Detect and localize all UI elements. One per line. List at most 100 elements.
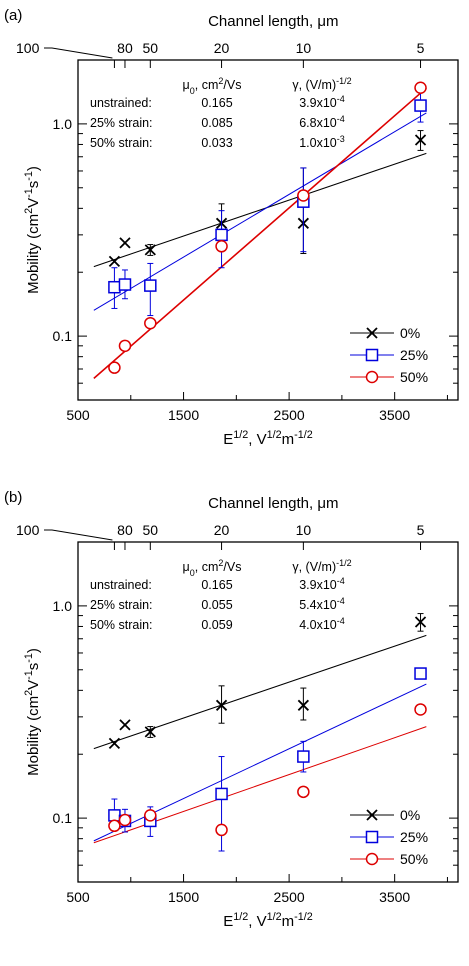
x-axis-label-part: E	[223, 431, 233, 448]
fit-line-50pct	[93, 726, 427, 844]
param-header-mu-part: , cm	[195, 78, 219, 92]
data-point	[414, 134, 427, 146]
legend-marker	[365, 348, 379, 362]
legend-label: 50%	[400, 851, 428, 867]
top-axis-label-part: Channel length, μm	[208, 495, 338, 512]
x-axis-label-part: E	[223, 913, 233, 930]
x-axis-label: E1/2, V1/2m-1/2	[223, 911, 313, 930]
data-point	[119, 719, 131, 731]
y-axis-label-part: -1	[23, 188, 35, 198]
data-point	[297, 785, 310, 799]
y-axis-label-part: V	[25, 198, 42, 208]
param-row-gamma-part: -4	[337, 616, 345, 626]
param-row-gamma-part: -3	[337, 134, 345, 144]
x-axis-label: E1/2, V1/2m-1/2	[223, 429, 313, 448]
param-row-gamma-part: -4	[337, 576, 345, 586]
param-header-mu: μ0, cm2/Vs	[183, 558, 242, 578]
legend-marker	[365, 830, 379, 844]
data-point	[108, 819, 121, 833]
x-tick-label: 500	[66, 407, 90, 423]
data-point	[414, 81, 427, 95]
x-tick-label: 1500	[168, 889, 199, 905]
series-0pct	[108, 130, 427, 268]
top-tick-label: 10	[296, 40, 312, 56]
param-row-mu: 0.059	[201, 618, 232, 632]
y-tick-label: 1.0	[53, 598, 73, 614]
legend-label: 50%	[400, 369, 428, 385]
param-header-gamma: γ, (V/m)-1/2	[292, 76, 351, 92]
plot-frame	[77, 59, 459, 401]
data-point	[215, 240, 228, 253]
data-point	[108, 809, 121, 822]
data-point	[108, 255, 121, 268]
x-tick-label: 1500	[168, 407, 199, 423]
y-axis-label-part: -1	[23, 670, 35, 680]
param-header-mu: μ0, cm2/Vs	[183, 76, 242, 96]
param-row-mu: 0.033	[201, 136, 232, 150]
y-axis-label-part: s	[25, 181, 42, 189]
param-row-gamma-part: 1.0x10	[299, 136, 337, 150]
y-tick-label: 0.1	[53, 328, 73, 344]
top-tick-label: 100	[16, 522, 40, 538]
data-point	[144, 809, 157, 822]
data-point	[414, 667, 427, 680]
top-tick-connector	[44, 47, 113, 59]
y-tick-label: 0.1	[53, 810, 73, 826]
fit-line-25pct	[93, 683, 427, 842]
data-point	[108, 280, 121, 294]
param-row-gamma-part: -4	[337, 114, 345, 124]
x-axis-label-part: m	[282, 431, 295, 448]
y-axis-label-part: -1	[23, 653, 35, 663]
data-point	[297, 699, 309, 711]
x-axis-label-part: 1/2	[233, 429, 248, 441]
param-row-gamma: 6.8x10-4	[299, 114, 345, 130]
param-row-label: 50% strain:	[90, 618, 153, 632]
data-point	[118, 278, 132, 291]
data-point	[144, 316, 157, 330]
legend: 0% 25% 50%	[350, 807, 428, 867]
data-point	[297, 189, 310, 202]
data-point	[108, 737, 121, 750]
data-point	[215, 228, 228, 242]
data-point	[215, 787, 228, 801]
data-point	[414, 99, 427, 112]
top-tick-label: 5	[417, 522, 425, 538]
y-axis-label-part: )	[25, 166, 42, 171]
data-point	[119, 237, 131, 249]
param-header-mu-part: 0	[190, 568, 195, 578]
top-tick-label: 80	[117, 522, 133, 538]
data-point	[118, 339, 132, 353]
param-row-mu: 0.165	[201, 96, 232, 110]
param-row-label: unstrained:	[90, 96, 152, 110]
y-axis-label-part: 2	[23, 208, 35, 214]
top-axis-label-part: Channel length, μm	[208, 13, 338, 30]
param-header-gamma-part: γ, (V/m)	[292, 78, 336, 92]
param-header-gamma-part: -1/2	[336, 76, 352, 86]
top-tick-connector	[44, 529, 113, 541]
x-axis-label-part: 1/2	[267, 911, 282, 923]
param-row-gamma-part: 5.4x10	[299, 598, 337, 612]
top-tick-label: 5	[417, 40, 425, 56]
y-tick-label: 1.0	[53, 116, 73, 132]
top-tick-label: 50	[143, 522, 159, 538]
series-50pct	[108, 703, 427, 837]
top-tick-label: 10	[296, 522, 312, 538]
x-axis-label-part: 1/2	[233, 911, 248, 923]
param-row-gamma: 1.0x10-3	[299, 134, 345, 150]
legend: 0% 25% 50%	[350, 325, 428, 385]
fit-line-0pct	[93, 152, 427, 268]
y-axis-label-part: Mobility (cm	[25, 696, 42, 776]
top-tick-label: 50	[143, 40, 159, 56]
top-tick-label: 80	[117, 40, 133, 56]
param-row-gamma-part: -4	[337, 596, 345, 606]
y-axis-label: Mobility (cm2V-1s-1)	[23, 166, 42, 294]
x-tick-label: 3500	[379, 407, 410, 423]
top-tick-label: 20	[214, 522, 230, 538]
top-tick-label: 100	[16, 40, 40, 56]
series-0pct	[108, 613, 427, 750]
param-header-gamma-part: γ, (V/m)	[292, 560, 336, 574]
fit-line-50pct	[93, 87, 427, 379]
param-row-gamma-part: 6.8x10	[299, 116, 337, 130]
param-header-mu-part: , cm	[195, 560, 219, 574]
